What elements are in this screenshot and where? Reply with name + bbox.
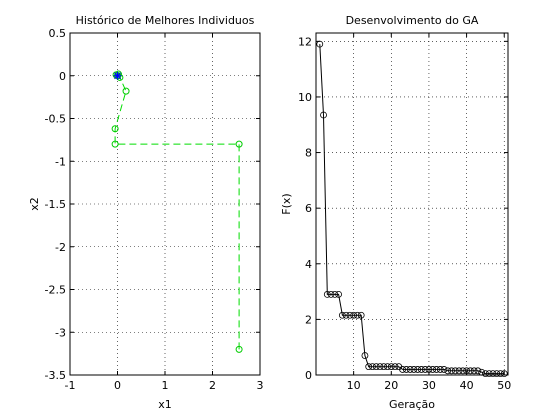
fitness-point xyxy=(410,366,418,373)
data-point xyxy=(111,140,119,148)
fitness-point xyxy=(425,366,433,373)
y-tick-label: -2 xyxy=(55,241,66,254)
y-tick-label: 4 xyxy=(305,258,312,271)
x-tick-label: 30 xyxy=(422,379,436,392)
fitness-point xyxy=(406,366,414,373)
fitness-point xyxy=(402,366,410,373)
fitness-point xyxy=(418,366,425,373)
data-point xyxy=(235,140,243,148)
fitness-point xyxy=(316,40,324,48)
fitness-point xyxy=(414,366,422,373)
x-tick-label: 3 xyxy=(257,379,264,392)
y-tick-label: -2.5 xyxy=(45,284,66,297)
x-tick-label: 2 xyxy=(209,379,216,392)
fitness-point xyxy=(346,311,354,319)
fitness-point xyxy=(455,367,463,375)
fitness-point xyxy=(493,370,501,378)
path-line xyxy=(114,73,240,350)
fitness-point xyxy=(391,363,399,371)
fitness-point xyxy=(497,370,504,378)
fitness-point xyxy=(440,366,448,373)
fitness-point xyxy=(459,367,467,375)
right-series xyxy=(316,40,508,378)
data-point xyxy=(235,345,243,353)
y-tick-label: -3 xyxy=(55,326,66,339)
fitness-point xyxy=(372,363,380,371)
right-ticks: 10 20 30 40 50 0 2 4 6 8 10 12 xyxy=(298,33,511,392)
right-y-axis-label: F(x) xyxy=(280,193,293,214)
fitness-point xyxy=(485,370,493,378)
fitness-point xyxy=(451,367,459,375)
fitness-point xyxy=(342,311,350,319)
fitness-point xyxy=(387,363,395,371)
fitness-point xyxy=(478,368,486,376)
fitness-point xyxy=(380,363,388,371)
right-chart: 10 20 30 40 50 0 2 4 6 8 10 12 Desenvolvimento do G… xyxy=(280,14,511,411)
fitness-point xyxy=(327,290,335,298)
y-tick-label: -0.5 xyxy=(45,113,66,126)
fitness-point xyxy=(433,366,440,373)
y-tick-label: -1 xyxy=(55,155,66,168)
fitness-point xyxy=(463,367,470,375)
y-tick-label: 2 xyxy=(305,313,312,326)
right-chart-title: Desenvolvimento do GA xyxy=(346,14,479,27)
fitness-point xyxy=(335,290,342,298)
best-point-stroke xyxy=(114,72,121,80)
fitness-point xyxy=(331,290,339,298)
left-y-axis-label: x2 xyxy=(28,197,41,211)
x-tick-label: -1 xyxy=(65,379,76,392)
fitness-point xyxy=(338,311,346,319)
fitness-point xyxy=(448,367,455,375)
fitness-point xyxy=(421,366,429,373)
fitness-point xyxy=(323,290,331,298)
right-plot-area xyxy=(315,32,509,376)
fitness-point xyxy=(466,367,474,375)
fitness-point xyxy=(365,363,373,371)
fitness-point xyxy=(500,370,508,378)
fitness-point xyxy=(376,363,384,371)
fitness-point xyxy=(361,352,369,359)
left-ticks: -1 0 1 2 3 -3.5 -3 -2.5 -2 -1.5 -1 -0.5 0 0.5 xyxy=(45,27,264,392)
fitness-point xyxy=(357,311,365,319)
left-x-axis-label: x1 xyxy=(158,398,172,411)
fitness-point xyxy=(444,367,452,375)
fitness-point xyxy=(350,311,358,319)
fitness-point xyxy=(436,366,444,373)
y-tick-label: 12 xyxy=(298,35,312,48)
x-tick-label: 20 xyxy=(384,379,398,392)
fitness-point xyxy=(384,363,391,371)
data-point xyxy=(122,87,130,95)
fitness-point xyxy=(482,370,489,378)
fitness-point xyxy=(470,367,478,375)
x-tick-label: 10 xyxy=(347,379,361,392)
fitness-point xyxy=(474,367,482,375)
x-tick-label: 50 xyxy=(497,379,511,392)
data-point xyxy=(111,125,119,133)
y-tick-label: 0.5 xyxy=(49,27,67,40)
left-chart-title: Histórico de Melhores Individuos xyxy=(76,14,255,27)
fitness-point xyxy=(429,366,437,373)
right-x-axis-label: Geração xyxy=(389,398,435,411)
y-tick-label: -1.5 xyxy=(45,198,66,211)
y-tick-label: 10 xyxy=(298,91,312,104)
y-tick-label: 0 xyxy=(59,70,66,83)
x-tick-label: 40 xyxy=(460,379,474,392)
best-point-marker xyxy=(113,71,122,80)
y-tick-label: -3.5 xyxy=(45,369,66,382)
left-grid xyxy=(70,33,260,375)
x-tick-label: 0 xyxy=(114,379,121,392)
x-tick-label: 1 xyxy=(162,379,169,392)
fitness-point xyxy=(320,111,327,119)
y-tick-label: 6 xyxy=(305,202,312,215)
y-tick-label: 0 xyxy=(305,369,312,382)
fitness-point xyxy=(399,366,406,373)
left-series xyxy=(111,70,243,353)
y-tick-label: 8 xyxy=(305,147,312,160)
fitness-point xyxy=(489,370,497,378)
left-chart: -1 0 1 2 3 -3.5 -3 -2.5 -2 -1.5 -1 -0.5 0 0.5 Históri… xyxy=(28,14,264,411)
fitness-point xyxy=(354,311,361,319)
fitness-point xyxy=(369,363,376,371)
